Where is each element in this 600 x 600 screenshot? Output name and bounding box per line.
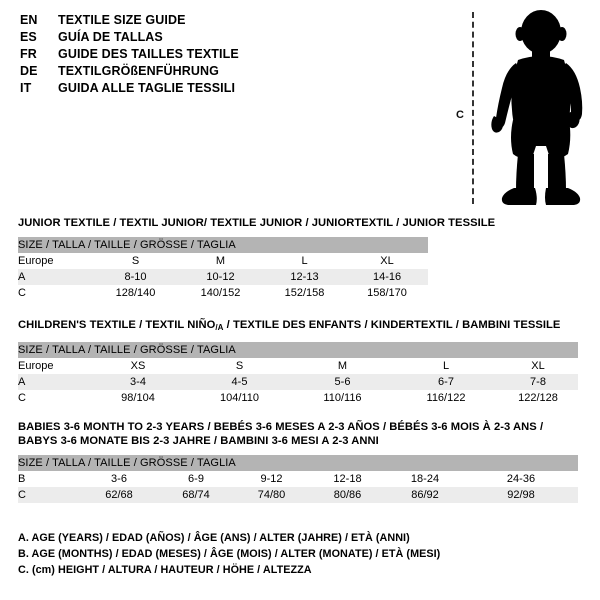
language-code: ES (20, 30, 37, 44)
table-band-row: SIZE / TALLA / TAILLE / GRÖSSE / TAGLIA (18, 455, 578, 471)
language-code: IT (20, 81, 32, 95)
table-cell: 86/92 (386, 487, 464, 503)
table-cell: L (263, 253, 346, 269)
section-title-junior: JUNIOR TEXTILE / TEXTIL JUNIOR/ TEXTILE … (18, 217, 496, 229)
size-band-label: SIZE / TALLA / TAILLE / GRÖSSE / TAGLIA (18, 237, 429, 253)
toddler-silhouette-icon (491, 10, 583, 205)
table-cell: L (394, 358, 498, 374)
table-cell: XL (498, 358, 578, 374)
table-cell: 128/140 (93, 285, 178, 301)
section-childrens-textile: CHILDREN'S TEXTILE / TEXTIL NIÑO/A / TEX… (18, 318, 578, 406)
language-code: EN (20, 13, 38, 27)
table-cell: 6-9 (158, 471, 234, 487)
size-band-label: SIZE / TALLA / TAILLE / GRÖSSE / TAGLIA (18, 455, 578, 471)
table-cell: M (291, 358, 394, 374)
table-cell: 6-7 (394, 374, 498, 390)
table-cell: 98/104 (88, 390, 188, 406)
language-title: TEXTILGRÖßENFÜHRUNG (58, 64, 219, 78)
language-header: EN TEXTILE SIZE GUIDE ES GUÍA DE TALLAS … (20, 12, 420, 97)
language-code: FR (20, 47, 37, 61)
language-row-fr: FR GUIDE DES TAILLES TEXTILE (20, 46, 420, 63)
table-row: Europe S M L XL (18, 253, 429, 269)
table-cell: 12-18 (309, 471, 386, 487)
table-cell: 7-8 (498, 374, 578, 390)
table-cell: 3-6 (80, 471, 158, 487)
table-cell: 18-24 (386, 471, 464, 487)
table-cell: XL (346, 253, 429, 269)
table-cell: 10-12 (178, 269, 263, 285)
table-row: A 3-4 4-5 5-6 6-7 7-8 (18, 374, 578, 390)
row-label: A (18, 269, 93, 285)
table-cell: 62/68 (80, 487, 158, 503)
language-row-en: EN TEXTILE SIZE GUIDE (20, 12, 420, 29)
section-title-children-post: / TEXTILE DES ENFANTS / KINDERTEXTIL / B… (223, 319, 561, 331)
height-dashed-line (472, 12, 474, 204)
row-label: Europe (18, 358, 88, 374)
table-cell: 92/98 (464, 487, 578, 503)
language-row-es: ES GUÍA DE TALLAS (20, 29, 420, 46)
table-cell: 116/122 (394, 390, 498, 406)
table-cell: 12-13 (263, 269, 346, 285)
legend-line-c: C. (cm) HEIGHT / ALTURA / HAUTEUR / HÖHE… (18, 564, 312, 576)
table-cell: 122/128 (498, 390, 578, 406)
row-label: C (18, 390, 88, 406)
table-cell: 9-12 (234, 471, 309, 487)
legend-line-a: A. AGE (YEARS) / EDAD (AÑOS) / ÂGE (ANS)… (18, 532, 410, 544)
table-row: C 128/140 140/152 152/158 158/170 (18, 285, 429, 301)
language-row-it: IT GUIDA ALLE TAGLIE TESSILI (20, 80, 420, 97)
table-cell: 104/110 (188, 390, 291, 406)
table-row: C 98/104 104/110 110/116 116/122 122/128 (18, 390, 578, 406)
table-cell: XS (88, 358, 188, 374)
row-label: C (18, 487, 80, 503)
table-cell: 110/116 (291, 390, 394, 406)
language-title: GUÍA DE TALLAS (58, 30, 163, 44)
table-cell: M (178, 253, 263, 269)
table-cell: 140/152 (178, 285, 263, 301)
table-cell: 74/80 (234, 487, 309, 503)
height-measure-label: C (456, 109, 464, 121)
language-title: GUIDA ALLE TAGLIE TESSILI (58, 81, 236, 95)
table-cell: 80/86 (309, 487, 386, 503)
legend-line-b: B. AGE (MONTHS) / EDAD (MESES) / ÂGE (MO… (18, 548, 441, 560)
table-band-row: SIZE / TALLA / TAILLE / GRÖSSE / TAGLIA (18, 237, 429, 253)
table-cell: 3-4 (88, 374, 188, 390)
table-cell: 8-10 (93, 269, 178, 285)
language-title: GUIDE DES TAILLES TEXTILE (58, 47, 239, 61)
table-cell: S (93, 253, 178, 269)
section-junior-textile: JUNIOR TEXTILE / TEXTIL JUNIOR/ TEXTILE … (18, 216, 495, 301)
junior-size-table: SIZE / TALLA / TAILLE / GRÖSSE / TAGLIA … (18, 237, 429, 301)
table-cell: 24-36 (464, 471, 578, 487)
table-cell: S (188, 358, 291, 374)
table-cell: 5-6 (291, 374, 394, 390)
row-label: C (18, 285, 93, 301)
size-band-label: SIZE / TALLA / TAILLE / GRÖSSE / TAGLIA (18, 342, 578, 358)
table-cell: 158/170 (346, 285, 429, 301)
measurement-legend: A. AGE (YEARS) / EDAD (AÑOS) / ÂGE (ANS)… (18, 530, 578, 578)
table-cell: 4-5 (188, 374, 291, 390)
height-figure: C (450, 6, 600, 211)
table-row: A 8-10 10-12 12-13 14-16 (18, 269, 429, 285)
table-cell: 14-16 (346, 269, 429, 285)
section-title-babies-line1: BABIES 3-6 MONTH TO 2-3 YEARS / BEBÉS 3-… (18, 421, 544, 433)
language-title: TEXTILE SIZE GUIDE (58, 13, 186, 27)
table-band-row: SIZE / TALLA / TAILLE / GRÖSSE / TAGLIA (18, 342, 578, 358)
table-cell: 68/74 (158, 487, 234, 503)
table-cell: 152/158 (263, 285, 346, 301)
language-row-de: DE TEXTILGRÖßENFÜHRUNG (20, 63, 420, 80)
row-label: B (18, 471, 80, 487)
section-title-babies-line2: BABYS 3-6 MONATE BIS 2-3 JAHRE / BAMBINI… (18, 435, 379, 447)
row-label: Europe (18, 253, 93, 269)
table-row: B 3-6 6-9 9-12 12-18 18-24 24-36 (18, 471, 578, 487)
babies-size-table: SIZE / TALLA / TAILLE / GRÖSSE / TAGLIA … (18, 455, 578, 503)
table-row: Europe XS S M L XL (18, 358, 578, 374)
children-size-table: SIZE / TALLA / TAILLE / GRÖSSE / TAGLIA … (18, 342, 578, 406)
language-code: DE (20, 64, 38, 78)
section-title-children-pre: CHILDREN'S TEXTILE / TEXTIL NIÑO (18, 319, 216, 331)
section-title-children-sub: /A (215, 323, 224, 332)
section-babies-textile: BABIES 3-6 MONTH TO 2-3 YEARS / BEBÉS 3-… (18, 420, 578, 503)
table-row: C 62/68 68/74 74/80 80/86 86/92 92/98 (18, 487, 578, 503)
section-title-children: CHILDREN'S TEXTILE / TEXTIL NIÑO/A / TEX… (18, 318, 578, 335)
row-label: A (18, 374, 88, 390)
